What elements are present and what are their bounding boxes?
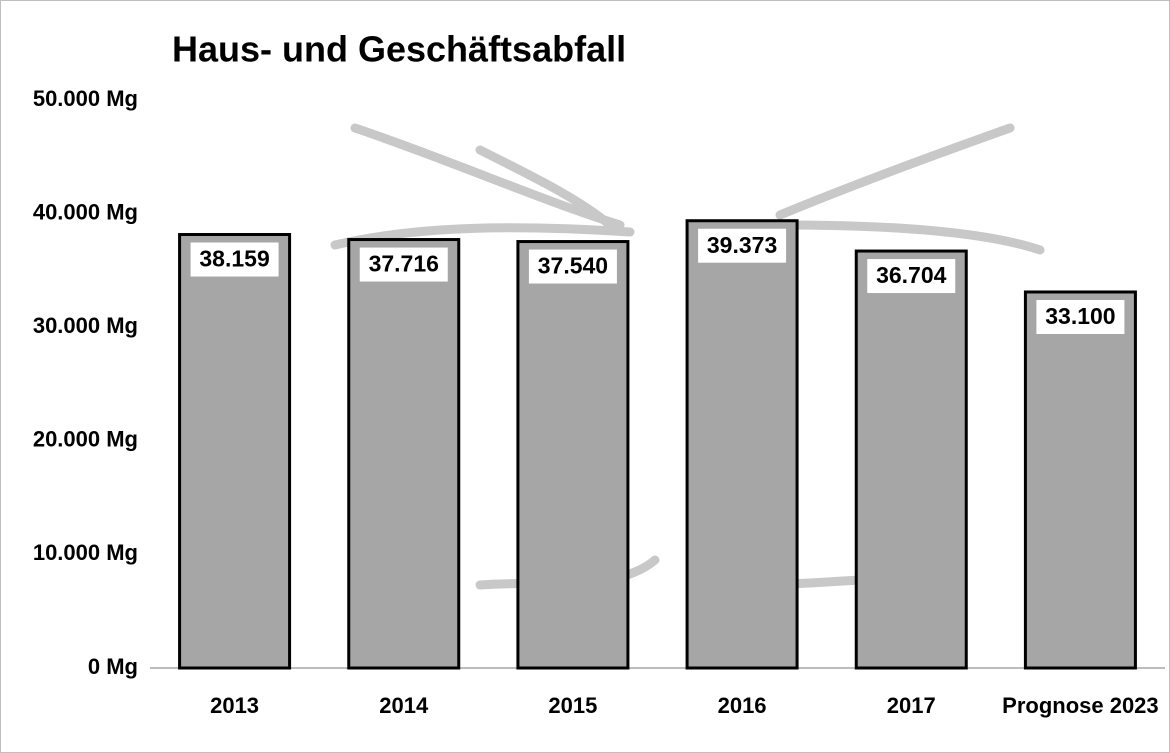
value-label: 37.716 — [369, 251, 439, 277]
value-label: 38.159 — [199, 246, 269, 272]
chart-container: Haus- und Geschäftsabfall 0 Mg 10.000 Mg 2… — [0, 0, 1170, 753]
x-tick-label: 2013 — [155, 692, 315, 720]
bar — [856, 251, 966, 668]
chart: Haus- und Geschäftsabfall 0 Mg 10.000 Mg 2… — [0, 0, 1170, 753]
x-tick-label: Prognose 2023 — [1000, 692, 1160, 720]
y-tick-label: 0 Mg — [88, 654, 138, 679]
y-tick-label: 40.000 Mg — [33, 199, 138, 224]
decor-stroke — [480, 150, 610, 225]
x-tick-label: 2014 — [324, 692, 484, 720]
x-tick-label: 2015 — [493, 692, 653, 720]
x-tick-label: 2017 — [831, 692, 991, 720]
bar — [180, 235, 290, 668]
y-tick-label: 50.000 Mg — [33, 86, 138, 111]
bar — [687, 221, 797, 668]
decor-stroke — [780, 225, 1040, 250]
value-label: 39.373 — [707, 232, 777, 258]
bar — [1025, 292, 1135, 668]
value-label: 36.704 — [876, 262, 947, 288]
decor-stroke — [355, 128, 620, 225]
bar — [349, 240, 459, 668]
y-tick-label: 10.000 Mg — [33, 540, 138, 565]
value-label: 33.100 — [1045, 303, 1115, 329]
value-label: 37.540 — [538, 253, 608, 279]
x-tick-label: 2016 — [662, 692, 822, 720]
decor-stroke — [780, 128, 1010, 215]
y-tick-label: 20.000 Mg — [33, 427, 138, 452]
y-tick-label: 30.000 Mg — [33, 313, 138, 338]
chart-title: Haus- und Geschäftsabfall — [172, 29, 626, 70]
bar — [518, 242, 628, 668]
